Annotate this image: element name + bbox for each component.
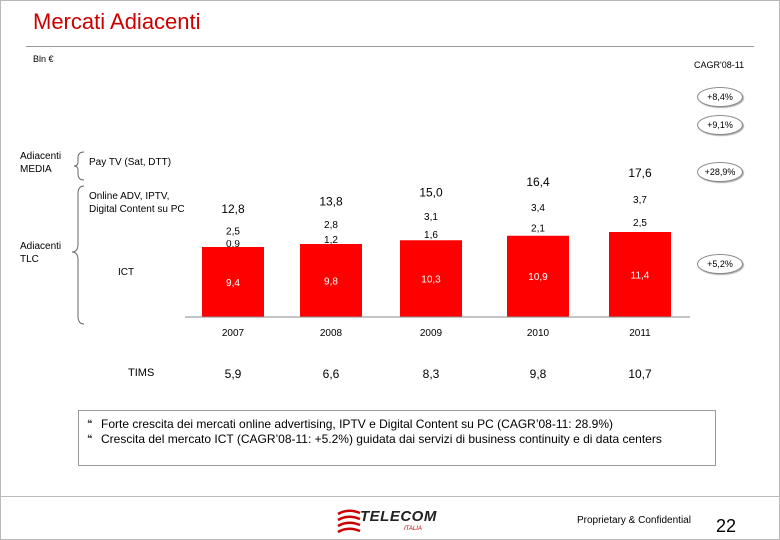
tims-value: 9,8 — [530, 367, 547, 381]
bullet-item: ❝ Crescita del mercato ICT (CAGR’08-11: … — [85, 432, 715, 447]
x-tick-label: 2011 — [629, 328, 651, 339]
footer-divider — [0, 496, 780, 497]
bar-value-label: 2,5 — [226, 226, 240, 237]
bullet-text: Forte crescita dei mercati online advert… — [101, 417, 613, 431]
tims-value: 6,6 — [323, 367, 340, 381]
bar-total-label: 17,6 — [628, 166, 652, 180]
bar-value-label: 3,1 — [424, 212, 438, 223]
bar-value-label: 9,8 — [324, 276, 338, 287]
bar-value-label: 1,6 — [424, 230, 438, 241]
bullet-text: Crescita del mercato ICT (CAGR’08-11: +5… — [101, 432, 662, 446]
bar-value-label: 10,3 — [421, 274, 441, 285]
bar-value-label: 3,7 — [633, 195, 647, 206]
notes-box: ❝ Forte crescita dei mercati online adve… — [78, 410, 716, 466]
cagr-oval-media: +9,1% — [697, 115, 743, 135]
bar-total-label: 15,0 — [419, 186, 443, 200]
logo-subtitle: ITALIA — [404, 526, 422, 532]
bar-total-label: 13,8 — [319, 195, 343, 209]
bar-value-label: 2,8 — [324, 220, 338, 231]
cagr-oval-ict: +5,2% — [697, 254, 743, 274]
cagr-oval-online: +28,9% — [697, 162, 743, 182]
bar-value-label: 11,4 — [631, 270, 650, 281]
bar-total-label: 16,4 — [526, 175, 550, 189]
bar-value-label: 1,2 — [324, 235, 338, 246]
bar-value-label: 2,5 — [633, 218, 647, 229]
x-tick-label: 2007 — [222, 328, 245, 339]
x-tick-label: 2008 — [320, 328, 343, 339]
bar-value-label: 0,9 — [226, 239, 240, 250]
bullet-icon: ❝ — [87, 432, 92, 447]
telecom-logo: TELECOM ITALIA — [336, 506, 456, 534]
tims-value: 5,9 — [225, 367, 242, 381]
page-number: 22 — [716, 516, 736, 537]
proprietary-label: Proprietary & Confidential — [577, 515, 691, 526]
logo-wordmark: TELECOM — [360, 508, 437, 525]
bar-value-label: 2,1 — [531, 223, 545, 234]
bar-total-label: 12,8 — [221, 202, 245, 216]
telecom-wave-icon — [336, 508, 362, 534]
x-tick-label: 2010 — [527, 328, 550, 339]
cagr-oval-total: +8,4% — [697, 87, 743, 107]
bar-value-label: 9,4 — [226, 278, 240, 289]
bar-value-label: 3,4 — [531, 203, 545, 214]
bullet-icon: ❝ — [87, 417, 92, 432]
x-tick-label: 2009 — [420, 328, 443, 339]
tims-value: 8,3 — [423, 367, 440, 381]
bullet-item: ❝ Forte crescita dei mercati online adve… — [85, 417, 715, 432]
bar-value-label: 10,9 — [528, 272, 548, 283]
tims-value: 10,7 — [628, 367, 652, 381]
